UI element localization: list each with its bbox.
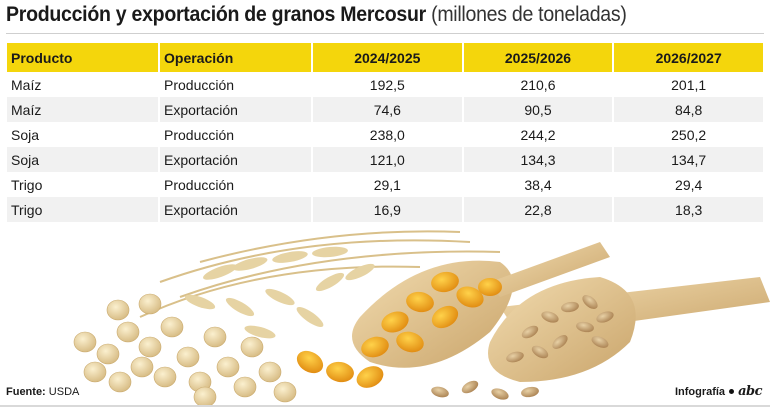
- table-row: Soja Exportación 121,0 134,3 134,7: [7, 147, 763, 172]
- header-2026-2027: 2026/2027: [614, 43, 763, 72]
- cell-producto: Maíz: [7, 72, 158, 97]
- cell-value: 38,4: [463, 172, 613, 197]
- cell-producto: Soja: [7, 122, 158, 147]
- separator-dot-icon: [729, 389, 735, 394]
- cell-producto: Trigo: [7, 197, 158, 222]
- title-main: Producción y exportación de granos Merco…: [6, 3, 426, 26]
- header-producto: Producto: [7, 43, 158, 72]
- cell-value: 18,3: [614, 197, 763, 222]
- cell-operacion: Exportación: [160, 97, 311, 122]
- page-title: Producción y exportación de granos Merco…: [6, 3, 627, 27]
- abc-logo: abc: [738, 384, 762, 399]
- cell-value: 16,9: [313, 197, 462, 222]
- oat-stalks: [139, 230, 501, 318]
- grains-illustration: [73, 230, 770, 407]
- cell-value: 29,4: [614, 172, 763, 197]
- cell-operacion: Producción: [160, 72, 311, 97]
- cell-value: 244,2: [463, 122, 613, 147]
- cell-operacion: Producción: [160, 172, 311, 197]
- cell-operacion: Producción: [160, 122, 311, 147]
- cell-value: 192,5: [313, 72, 462, 97]
- table-row: Trigo Exportación 16,9 22,8 18,3: [7, 197, 763, 222]
- soy-beans: [73, 293, 297, 407]
- table-row: Maíz Producción 192,5 210,6 201,1: [7, 72, 763, 97]
- source-note: Fuente: USDA: [6, 386, 79, 398]
- title-unit: (millones de toneladas): [431, 3, 627, 26]
- cell-operacion: Exportación: [160, 197, 311, 222]
- cell-value: 250,2: [614, 122, 763, 147]
- table-header-row: Producto Operación 2024/2025 2025/2026 2…: [7, 43, 763, 72]
- corn-kernels: [296, 271, 502, 388]
- cell-value: 201,1: [614, 72, 763, 97]
- oat-grains: [184, 246, 375, 339]
- cell-producto: Maíz: [7, 97, 158, 122]
- bottom-divider: [0, 405, 770, 407]
- header-2024-2025: 2024/2025: [313, 43, 462, 72]
- source-label: Fuente:: [6, 386, 46, 398]
- credit-label: Infografía: [674, 385, 726, 398]
- cell-value: 90,5: [463, 97, 613, 122]
- credit: Infografía abc: [674, 384, 763, 399]
- cell-producto: Soja: [7, 147, 158, 172]
- cell-value: 134,3: [463, 147, 613, 172]
- table-row: Soja Producción 238,0 244,2 250,2: [7, 122, 763, 147]
- cell-producto: Trigo: [7, 172, 158, 197]
- cell-value: 74,6: [313, 97, 462, 122]
- cell-operacion: Exportación: [160, 147, 311, 172]
- title-divider: [6, 33, 764, 34]
- wheat-scoop: [488, 277, 636, 382]
- header-operacion: Operación: [160, 43, 311, 72]
- cell-value: 121,0: [313, 147, 462, 172]
- wheat-grains: [431, 295, 614, 400]
- cell-value: 84,8: [614, 97, 763, 122]
- cell-value: 134,7: [614, 147, 763, 172]
- cell-value: 22,8: [463, 197, 613, 222]
- table-row: Maíz Exportación 74,6 90,5 84,8: [7, 97, 763, 122]
- source-value: USDA: [48, 386, 80, 398]
- table-row: Trigo Producción 29,1 38,4 29,4: [7, 172, 763, 197]
- cell-value: 210,6: [463, 72, 613, 97]
- cell-value: 29,1: [313, 172, 462, 197]
- header-2025-2026: 2025/2026: [463, 43, 613, 72]
- cell-value: 238,0: [313, 122, 462, 147]
- grain-table: Producto Operación 2024/2025 2025/2026 2…: [5, 43, 765, 222]
